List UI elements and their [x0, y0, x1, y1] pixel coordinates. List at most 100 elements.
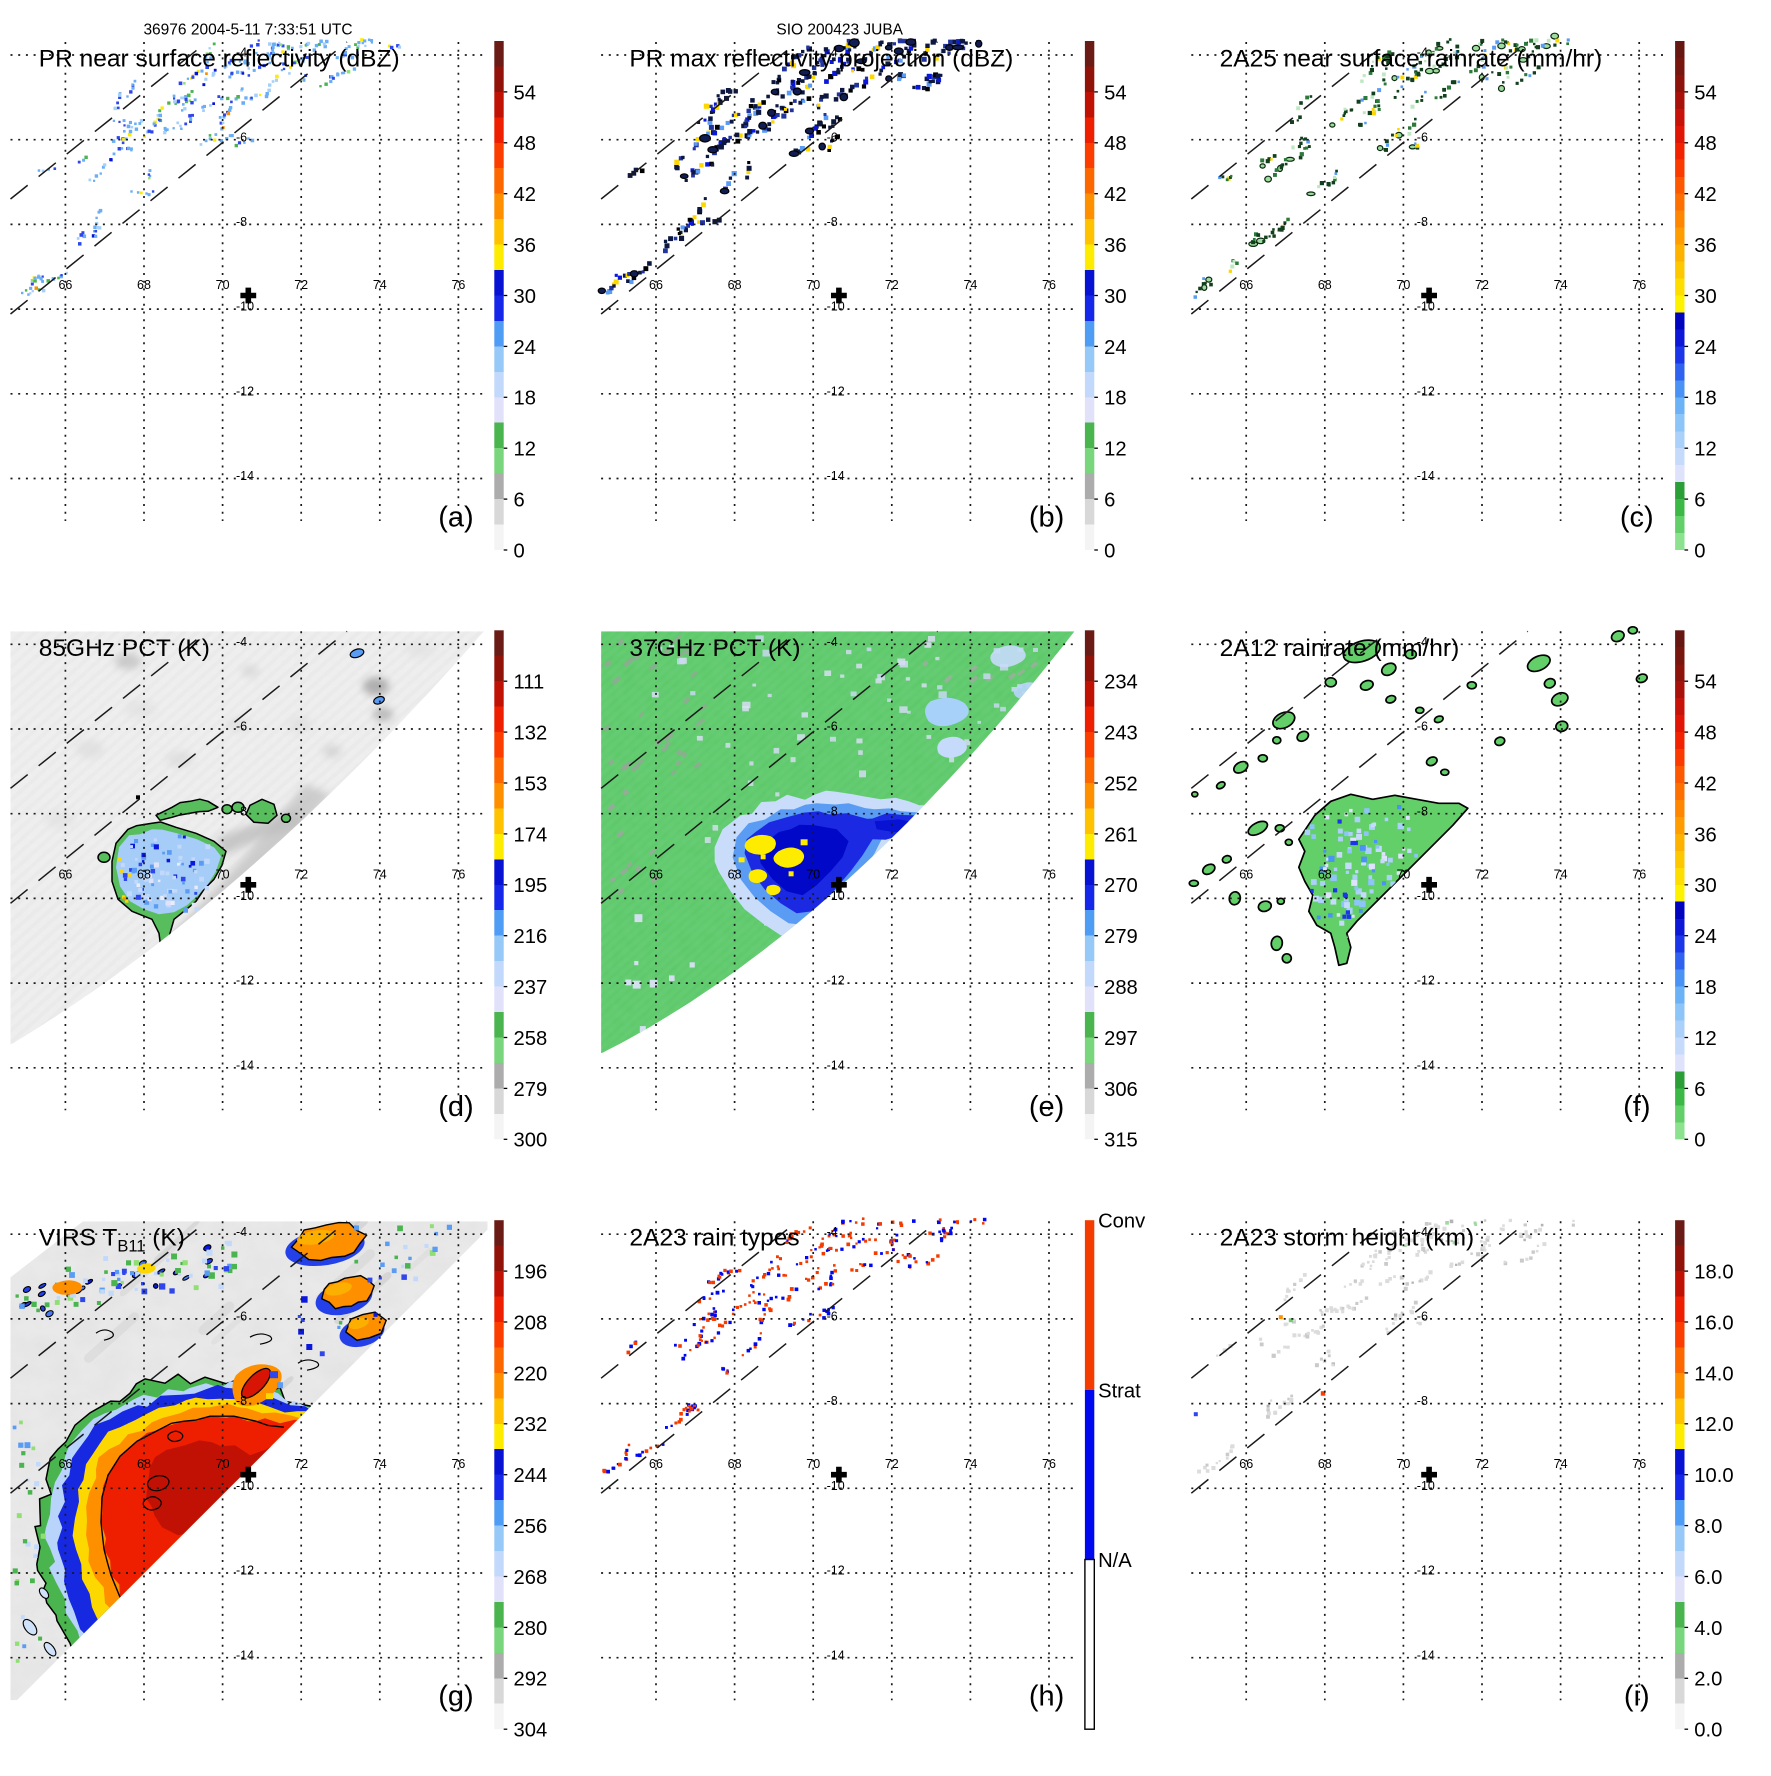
svg-text:300: 300 — [514, 1130, 548, 1152]
svg-text:237: 237 — [514, 977, 548, 999]
svg-text:2A25 near surface rainrate (mm: 2A25 near surface rainrate (mm/hr) — [1220, 46, 1603, 73]
svg-text:297: 297 — [1104, 1028, 1138, 1050]
svg-text:48: 48 — [1694, 133, 1716, 155]
svg-text:268: 268 — [514, 1567, 548, 1589]
svg-text:292: 292 — [514, 1669, 548, 1691]
svg-text:258: 258 — [514, 1028, 548, 1050]
svg-text:208: 208 — [514, 1312, 548, 1334]
svg-text:16.0: 16.0 — [1694, 1312, 1733, 1334]
svg-text:18: 18 — [1694, 388, 1716, 410]
svg-text:280: 280 — [514, 1618, 548, 1640]
svg-text:244: 244 — [514, 1465, 548, 1487]
svg-text:18: 18 — [514, 388, 536, 410]
svg-text:10.0: 10.0 — [1694, 1465, 1733, 1487]
svg-text:42: 42 — [514, 184, 536, 206]
svg-text:PR max reflectivity projection: PR max reflectivity projection (dBZ) — [629, 46, 1013, 73]
svg-text:85GHz PCT (K): 85GHz PCT (K) — [39, 635, 210, 662]
svg-text:24: 24 — [1104, 337, 1126, 359]
svg-text:12: 12 — [514, 439, 536, 461]
svg-text:216: 216 — [514, 926, 548, 948]
svg-text:54: 54 — [1694, 672, 1716, 694]
svg-text:SIO 200423 JUBA: SIO 200423 JUBA — [776, 22, 903, 39]
svg-text:279: 279 — [1104, 926, 1138, 948]
svg-text:6.0: 6.0 — [1694, 1567, 1722, 1589]
svg-text:195: 195 — [514, 875, 548, 897]
svg-text:Strat: Strat — [1098, 1380, 1141, 1402]
svg-text:0: 0 — [1104, 540, 1115, 562]
svg-text:54: 54 — [1694, 82, 1716, 104]
svg-text:196: 196 — [514, 1262, 548, 1284]
svg-text:48: 48 — [1104, 133, 1126, 155]
svg-text:2A23 storm height (km): 2A23 storm height (km) — [1220, 1225, 1475, 1252]
svg-text:30: 30 — [1694, 875, 1716, 897]
svg-text:24: 24 — [1694, 926, 1716, 948]
svg-text:(i): (i) — [1624, 1681, 1650, 1713]
svg-text:2.0: 2.0 — [1694, 1669, 1722, 1691]
svg-text:54: 54 — [514, 82, 536, 104]
svg-text:0: 0 — [1694, 540, 1705, 562]
svg-text:6: 6 — [1104, 490, 1115, 512]
svg-text:(e): (e) — [1029, 1091, 1064, 1123]
svg-text:304: 304 — [514, 1720, 548, 1742]
svg-text:279: 279 — [514, 1079, 548, 1101]
svg-text:37GHz PCT (K): 37GHz PCT (K) — [629, 635, 800, 662]
svg-text:30: 30 — [1694, 286, 1716, 308]
svg-text:30: 30 — [514, 286, 536, 308]
svg-text:Conv: Conv — [1098, 1211, 1146, 1233]
svg-text:270: 270 — [1104, 875, 1138, 897]
svg-text:261: 261 — [1104, 824, 1138, 846]
svg-text:18: 18 — [1694, 977, 1716, 999]
svg-text:315: 315 — [1104, 1130, 1138, 1152]
svg-text:232: 232 — [514, 1414, 548, 1436]
svg-text:306: 306 — [1104, 1079, 1138, 1101]
svg-text:42: 42 — [1104, 184, 1126, 206]
svg-text:0: 0 — [514, 540, 525, 562]
svg-text:54: 54 — [1104, 82, 1126, 104]
svg-text:8.0: 8.0 — [1694, 1516, 1722, 1538]
svg-text:36: 36 — [1694, 235, 1716, 257]
svg-text:(h): (h) — [1029, 1681, 1064, 1713]
svg-text:(c): (c) — [1620, 502, 1654, 534]
svg-text:36976 2004-5-11 7:33:51 UTC: 36976 2004-5-11 7:33:51 UTC — [143, 22, 352, 39]
svg-text:42: 42 — [1694, 184, 1716, 206]
svg-text:18.0: 18.0 — [1694, 1262, 1733, 1284]
svg-text:48: 48 — [514, 133, 536, 155]
svg-text:24: 24 — [514, 337, 536, 359]
svg-text:18: 18 — [1104, 388, 1126, 410]
svg-text:2A12 rainrate (mm/hr): 2A12 rainrate (mm/hr) — [1220, 635, 1460, 662]
svg-text:12: 12 — [1104, 439, 1126, 461]
svg-text:36: 36 — [1104, 235, 1126, 257]
svg-text:153: 153 — [514, 773, 548, 795]
svg-text:4.0: 4.0 — [1694, 1618, 1722, 1640]
svg-text:288: 288 — [1104, 977, 1138, 999]
svg-text:36: 36 — [1694, 824, 1716, 846]
svg-text:24: 24 — [1694, 337, 1716, 359]
svg-text:174: 174 — [514, 824, 548, 846]
svg-text:243: 243 — [1104, 723, 1138, 745]
svg-text:111: 111 — [514, 672, 545, 694]
svg-text:(d): (d) — [438, 1091, 473, 1123]
svg-text:6: 6 — [1694, 1079, 1705, 1101]
svg-text:6: 6 — [1694, 490, 1705, 512]
svg-text:(b): (b) — [1029, 502, 1064, 534]
svg-text:256: 256 — [514, 1516, 548, 1538]
svg-text:0.0: 0.0 — [1694, 1720, 1722, 1742]
svg-text:PR near surface reflectivity (: PR near surface reflectivity (dBZ) — [39, 46, 400, 73]
svg-text:42: 42 — [1694, 773, 1716, 795]
svg-text:N/A: N/A — [1098, 1550, 1132, 1572]
svg-text:(f): (f) — [1623, 1091, 1650, 1123]
svg-text:48: 48 — [1694, 723, 1716, 745]
svg-text:VIRS TB11 (K): VIRS TB11 (K) — [39, 1225, 185, 1256]
svg-text:2A23 rain types: 2A23 rain types — [629, 1225, 799, 1252]
svg-text:132: 132 — [514, 723, 548, 745]
svg-text:36: 36 — [514, 235, 536, 257]
svg-text:(g): (g) — [438, 1681, 473, 1713]
svg-text:14.0: 14.0 — [1694, 1363, 1733, 1385]
svg-text:(a): (a) — [438, 502, 473, 534]
svg-text:220: 220 — [514, 1363, 548, 1385]
svg-text:12.0: 12.0 — [1694, 1414, 1733, 1436]
svg-text:234: 234 — [1104, 672, 1138, 694]
svg-text:6: 6 — [514, 490, 525, 512]
svg-text:12: 12 — [1694, 439, 1716, 461]
svg-text:12: 12 — [1694, 1028, 1716, 1050]
